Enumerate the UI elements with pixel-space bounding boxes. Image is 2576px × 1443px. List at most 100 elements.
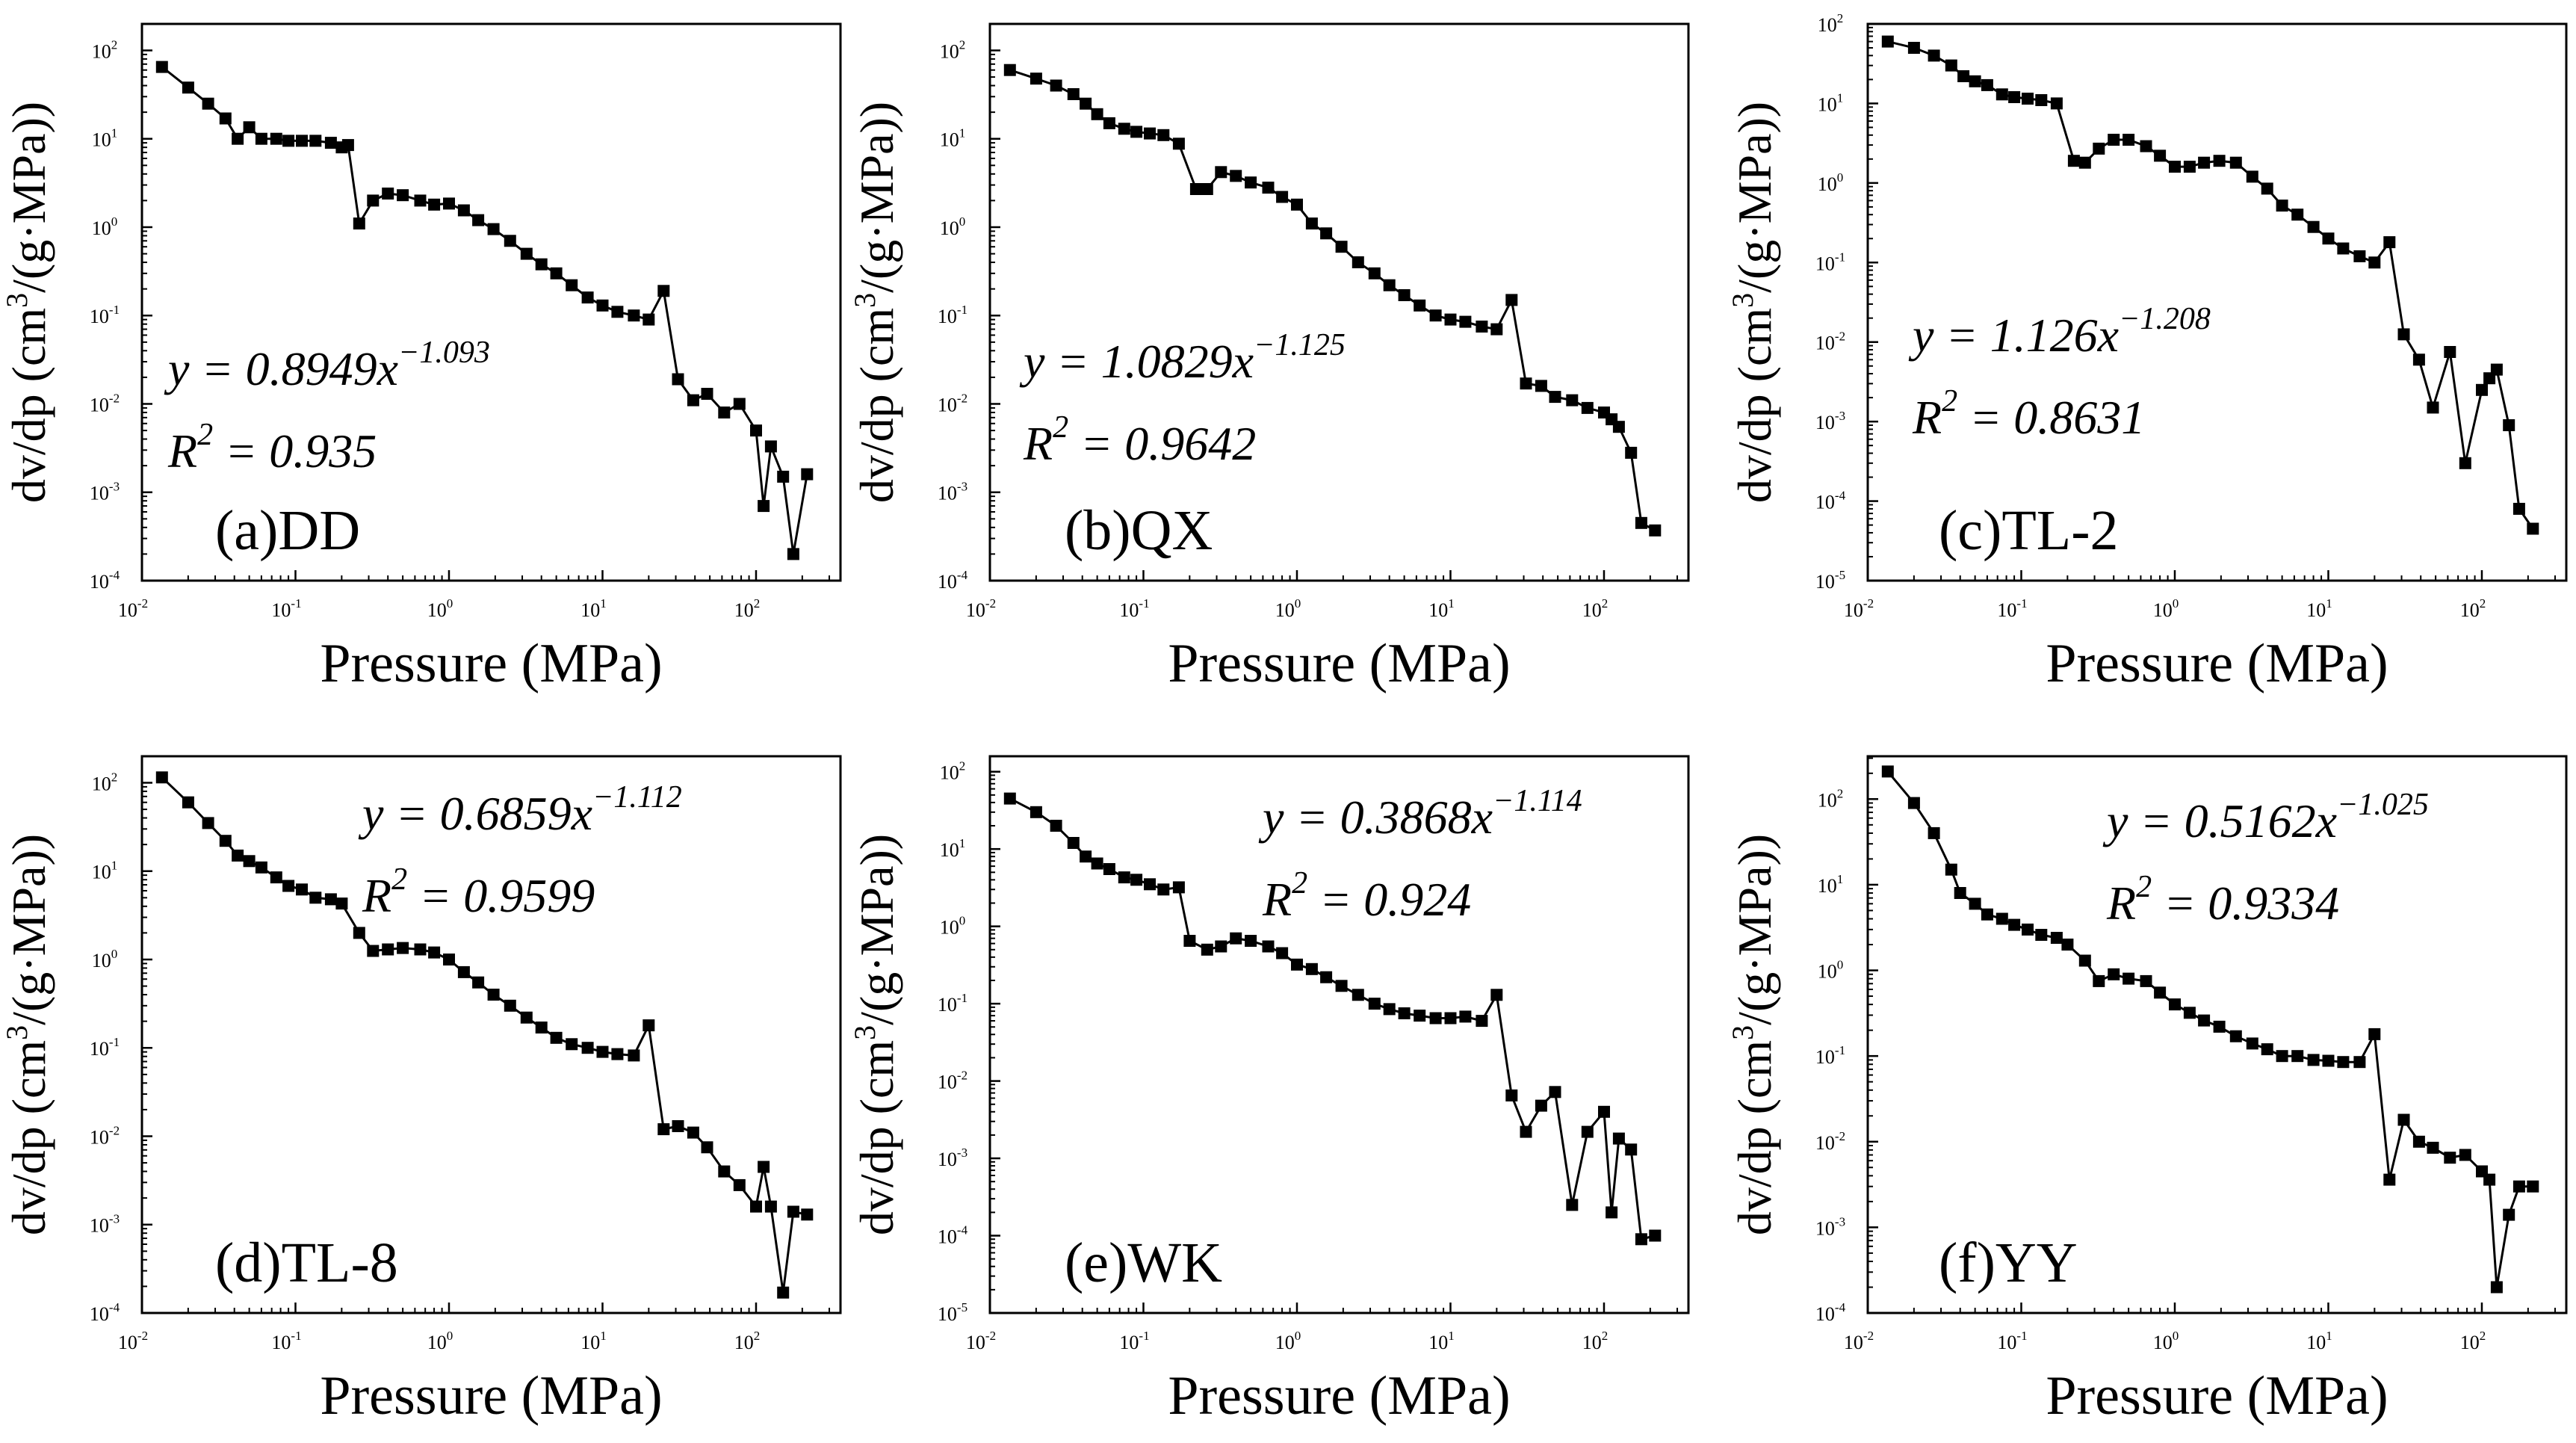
data-point (1189, 183, 1202, 195)
data-point (2213, 155, 2226, 167)
y-tick-base: 10 (1818, 789, 1837, 811)
y-tick-label: 10-1 (938, 991, 967, 1016)
y-tick-base: 10 (1815, 1132, 1835, 1154)
fit-equation-lhs: y = (1258, 791, 1340, 844)
x-tick-base: 10 (1844, 599, 1863, 621)
x-tick-label: 102 (734, 596, 761, 621)
y-axis-title-main: dv/dp (cm (850, 1040, 903, 1235)
data-point (282, 135, 295, 147)
series-line (161, 776, 808, 1293)
fit-equation-coef: 0.6859x (440, 787, 592, 840)
data-point (1996, 88, 2008, 101)
data-point (1103, 863, 1115, 875)
data-point (382, 943, 394, 956)
r-squared-exp: 2 (197, 418, 213, 452)
x-tick-exp: -1 (2016, 596, 2027, 611)
data-point (764, 1200, 777, 1213)
data-point (1130, 126, 1143, 138)
panel-label: (d)TL-8 (215, 1232, 398, 1294)
data-point (1928, 826, 1940, 839)
data-point (1103, 117, 1115, 129)
data-point (1215, 940, 1227, 953)
x-tick-exp: 1 (2326, 596, 2332, 611)
y-axis-title-exp: 3 (0, 293, 34, 308)
x-tick-label: 102 (2460, 596, 2486, 621)
data-point (2093, 142, 2105, 155)
y-tick-exp: -4 (1835, 1300, 1846, 1314)
x-axis-title: Pressure (MPa) (1168, 633, 1510, 694)
data-point (1398, 1007, 1411, 1019)
y-tick-exp: -2 (1835, 330, 1845, 344)
data-point (1520, 377, 1532, 390)
x-tick-base: 10 (966, 1332, 985, 1353)
x-tick-label: 10-2 (118, 1329, 148, 1353)
data-point (1606, 1206, 1618, 1219)
x-tick-exp: -2 (985, 1329, 996, 1343)
data-point (335, 897, 348, 910)
y-tick-base: 10 (1815, 333, 1835, 354)
r-squared: R2 = 0.9599 (362, 862, 595, 922)
data-point (801, 1208, 814, 1221)
data-point (1981, 908, 1993, 921)
y-tick-base: 10 (938, 306, 957, 327)
y-axis-title-main: dv/dp (cm (2, 1040, 55, 1235)
data-point (2397, 1113, 2410, 1126)
data-point (2427, 1141, 2439, 1154)
data-point (718, 1165, 731, 1178)
data-point (367, 194, 380, 207)
data-point (1245, 935, 1257, 947)
y-tick-base: 10 (1815, 253, 1835, 274)
panel-label: (b)QX (1065, 499, 1213, 562)
data-point (243, 121, 256, 134)
data-point (443, 954, 455, 965)
data-point (2412, 353, 2425, 366)
y-tick-base: 10 (1815, 571, 1835, 593)
data-point (2246, 170, 2258, 183)
y-axis-title-tail: /(g·MPa)) (2, 834, 55, 1025)
y-tick-label: 102 (940, 37, 966, 62)
x-tick-exp: 1 (2326, 1329, 2332, 1343)
fit-equation-exp: −1.025 (2337, 788, 2429, 822)
data-point (777, 470, 790, 483)
fit-equation: y = 0.3868x−1.114 (1258, 784, 1582, 844)
data-point (628, 1049, 640, 1062)
r-squared-rhs: = 0.935 (213, 424, 377, 478)
y-tick-label: 100 (1818, 958, 1844, 983)
data-point (1091, 108, 1103, 120)
fit-equation-exp: −1.112 (592, 780, 682, 815)
x-tick-base: 10 (1997, 599, 2016, 621)
r-squared-exp: 2 (391, 862, 407, 897)
fit-equation-coef: 1.0829x (1101, 335, 1254, 388)
data-point (1230, 932, 1242, 945)
data-point (2427, 401, 2439, 414)
data-point (1414, 1010, 1426, 1022)
data-point (1144, 878, 1156, 891)
plot-frame (988, 22, 1690, 582)
data-point (2093, 974, 2105, 987)
fit-equation-exp: −1.093 (398, 336, 490, 370)
fit-equation: y = 0.5162x−1.025 (2102, 788, 2429, 847)
data-point (1549, 391, 1561, 404)
y-axis-title: dv/dp (cm3/(g·MPa)) (0, 102, 55, 503)
data-point (487, 223, 500, 235)
data-point (2490, 363, 2503, 376)
data-point (2108, 134, 2120, 146)
x-tick-exp: -1 (291, 596, 301, 611)
data-point (1612, 1132, 1625, 1145)
data-point (202, 817, 214, 829)
data-point (2383, 1173, 2396, 1186)
y-tick-label: 101 (92, 126, 118, 151)
data-point (611, 1048, 624, 1060)
data-point (1520, 1125, 1532, 1138)
data-point (1276, 947, 1289, 960)
y-tick-base: 10 (90, 1038, 109, 1060)
data-point (611, 306, 624, 318)
y-tick-label: 10-1 (1815, 250, 1845, 274)
data-point (1130, 874, 1143, 886)
r-squared-rhs: = 0.9599 (407, 869, 595, 922)
y-tick-base: 10 (938, 1149, 957, 1170)
data-point (1201, 943, 1213, 956)
x-tick-label: 10-2 (966, 1329, 996, 1353)
data-point (672, 1120, 684, 1132)
x-tick-exp: 0 (447, 596, 453, 611)
